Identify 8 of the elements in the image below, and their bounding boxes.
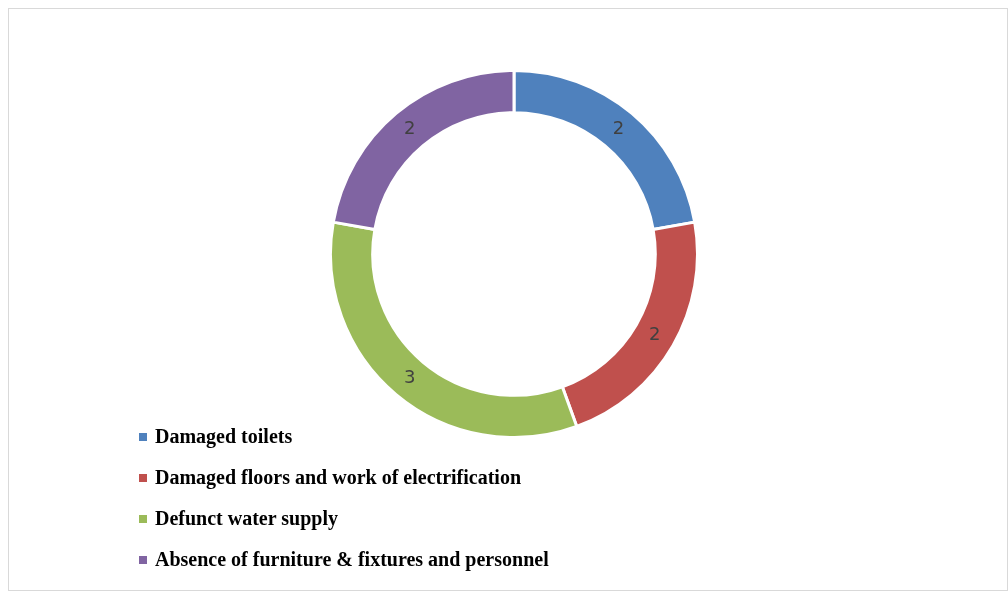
legend-label: Defunct water supply <box>155 507 338 530</box>
data-label: 2 <box>403 117 416 139</box>
legend-label: Damaged toilets <box>155 425 293 448</box>
data-label: 2 <box>648 322 661 344</box>
data-label: 2 <box>612 117 625 139</box>
legend-label: Absence of furniture & fixtures and personnel <box>155 548 549 571</box>
legend-label: Damaged floors and work of electrification <box>155 466 522 489</box>
data-label: 3 <box>403 366 416 388</box>
